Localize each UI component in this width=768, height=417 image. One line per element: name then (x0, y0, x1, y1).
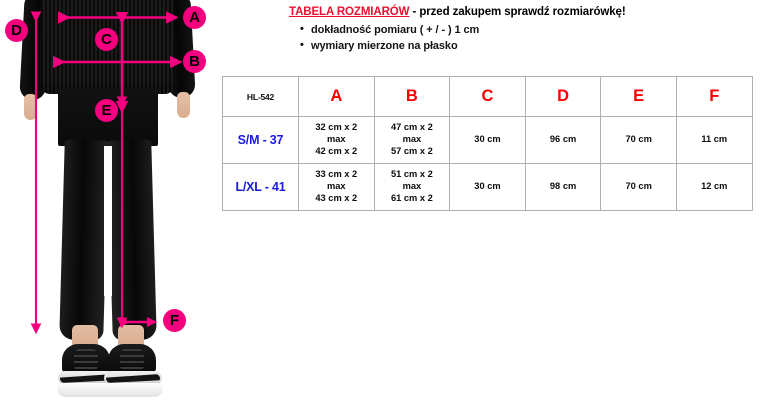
product-photo-panel: A B C D E F (0, 0, 215, 417)
marker-label-c: C (101, 31, 112, 48)
model-left-sneaker (57, 344, 117, 402)
column-header-d: D (524, 76, 602, 117)
product-code-cell: HL-542 (222, 76, 299, 117)
cell-lxl-c: 30 cm (449, 163, 526, 211)
cell-lxl-f: 12 cm (675, 163, 753, 211)
cell-sm-d: 96 cm (524, 116, 602, 164)
measurement-arrow-overlay (30, 11, 183, 335)
column-header-e: E (600, 76, 677, 117)
note-item-2: wymiary mierzone na płasko (300, 39, 759, 52)
marker-label-d: D (11, 22, 22, 39)
column-header-b: B (373, 76, 451, 117)
size-guide-heading-block: TABELA ROZMIARÓW - przed zakupem sprawdź… (289, 6, 759, 56)
size-chart-table: HL-542 A B C D E F S/M - 37 32 cm x 2 ma… (222, 76, 753, 211)
cell-lxl-d: 98 cm (524, 163, 602, 211)
table-row: L/XL - 41 33 cm x 2 max 43 cm x 2 51 cm … (222, 163, 753, 211)
marker-badge-a: A (183, 6, 206, 29)
marker-badge-f: F (163, 309, 186, 332)
marker-badge-c: C (95, 28, 118, 51)
table-header-row: HL-542 A B C D E F (222, 76, 753, 117)
model-leg-gap (104, 146, 112, 296)
marker-badge-e: E (95, 99, 118, 122)
cell-sm-a: 32 cm x 2 max 42 cm x 2 (298, 116, 375, 164)
size-guide-title-highlight: TABELA ROZMIARÓW (289, 6, 410, 18)
cell-lxl-b: 51 cm x 2 max 61 cm x 2 (373, 163, 451, 211)
cell-sm-e: 70 cm (600, 116, 677, 164)
marker-label-e: E (101, 102, 112, 119)
column-header-c: C (449, 76, 526, 117)
marker-label-b: B (189, 53, 200, 70)
size-guide-notes: dokładność pomiaru ( + / - ) 1 cm wymiar… (289, 23, 759, 52)
size-guide-title: TABELA ROZMIARÓW - przed zakupem sprawdź… (289, 6, 759, 18)
column-header-f: F (675, 76, 753, 117)
column-header-a: A (298, 76, 375, 117)
cell-sm-f: 11 cm (675, 116, 753, 164)
cell-lxl-e: 70 cm (600, 163, 677, 211)
marker-badge-d: D (5, 19, 28, 42)
note-item-1: dokładność pomiaru ( + / - ) 1 cm (300, 23, 759, 36)
size-guide-title-rest: - przed zakupem sprawdź rozmiarówkę! (409, 6, 626, 18)
cell-sm-b: 47 cm x 2 max 57 cm x 2 (373, 116, 451, 164)
size-label-lxl: L/XL - 41 (222, 163, 299, 211)
table-row: S/M - 37 32 cm x 2 max 42 cm x 2 47 cm x… (222, 116, 753, 164)
model-right-sneaker (103, 344, 163, 402)
marker-label-a: A (189, 9, 200, 26)
marker-badge-b: B (183, 50, 206, 73)
cell-lxl-a: 33 cm x 2 max 43 cm x 2 (298, 163, 375, 211)
model-right-hand (177, 92, 190, 118)
cell-sm-c: 30 cm (449, 116, 526, 164)
marker-label-f: F (169, 312, 180, 329)
size-label-sm: S/M - 37 (222, 116, 299, 164)
